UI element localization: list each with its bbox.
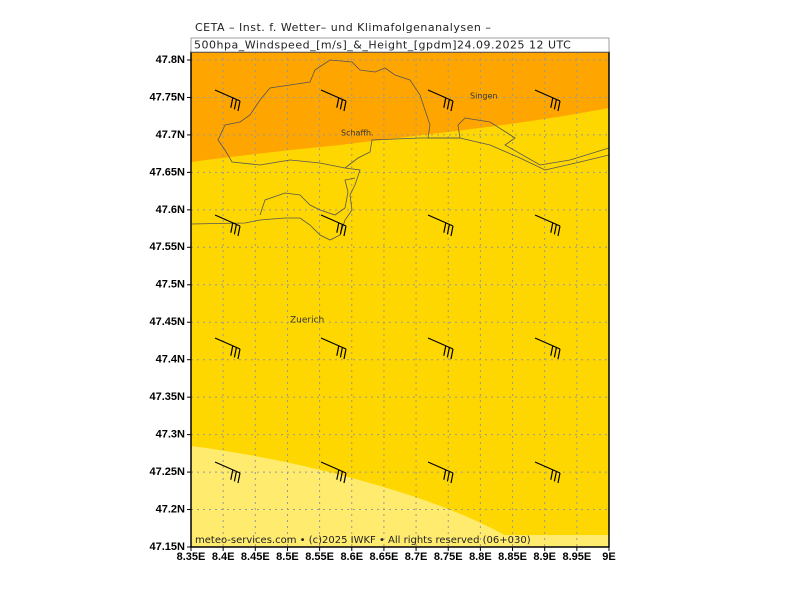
subtitle-box	[190, 37, 610, 53]
wind-barb	[534, 89, 561, 112]
y-tick-label: 47.7N	[156, 129, 185, 141]
x-tick-label: 8.9E	[533, 551, 556, 563]
x-tick-label: 8.75E	[434, 551, 463, 563]
wind-barb	[320, 337, 347, 360]
x-tick-label: 8.95E	[562, 551, 591, 563]
axes: 8.35E 8.4E 8.45E 8.5E 8.55E 8.6E 8.65E 8.7E 8.75…	[150, 54, 616, 563]
grid	[191, 52, 609, 547]
footer-band	[191, 535, 609, 547]
speed-band-low	[191, 446, 525, 547]
y-tick-label: 47.75N	[150, 91, 186, 103]
x-tick-label: 8.6E	[340, 551, 363, 563]
wind-barb	[427, 461, 454, 484]
y-tick-label: 47.6N	[156, 204, 185, 216]
x-tick-label: 8.7E	[405, 551, 428, 563]
wind-barbs	[214, 89, 561, 484]
x-tick-label: 8.35E	[177, 551, 206, 563]
x-tick-label: 8.85E	[498, 551, 527, 563]
x-tick-label: 9E	[602, 551, 615, 563]
wind-barb	[534, 461, 561, 484]
x-tick-label: 8.65E	[370, 551, 399, 563]
place-label: Schaffh.	[341, 129, 374, 138]
wind-barb	[214, 89, 241, 112]
x-tick-label: 8.8E	[469, 551, 492, 563]
y-tick-label: 47.4N	[156, 354, 185, 366]
y-tick-label: 47.45N	[150, 316, 186, 328]
wind-barb	[534, 214, 561, 237]
y-tick-label: 47.55N	[150, 241, 186, 253]
subtitle: 500hpa_Windspeed_[m/s]_&_Height_[gpdm]24…	[194, 39, 571, 52]
wind-barb	[427, 214, 454, 237]
wind-barb	[214, 461, 241, 484]
map-area	[191, 52, 609, 547]
y-tick-label: 47.15N	[150, 541, 186, 553]
wind-barb	[214, 337, 241, 360]
wind-barb	[427, 89, 454, 112]
title: CETA – Inst. f. Wetter– und Klimafolgena…	[195, 21, 491, 34]
x-tick-label: 8.4E	[212, 551, 235, 563]
x-tick-label: 8.55E	[305, 551, 334, 563]
y-tick-label: 47.3N	[156, 429, 185, 441]
wind-barb	[320, 214, 347, 237]
y-tick-label: 47.35N	[150, 391, 186, 403]
y-tick-label: 47.8N	[156, 54, 185, 66]
wind-barb	[214, 214, 241, 237]
y-tick-label: 47.25N	[150, 466, 186, 478]
y-tick-label: 47.65N	[150, 166, 186, 178]
wind-barb	[320, 461, 347, 484]
place-label: Singen	[470, 92, 497, 101]
lake-border	[259, 177, 356, 216]
place-label: Zuerich	[290, 316, 324, 326]
country-border	[314, 59, 609, 166]
speed-band-high	[191, 52, 609, 162]
river	[344, 137, 609, 171]
wind-barb	[534, 337, 561, 360]
x-tick-label: 8.45E	[241, 551, 270, 563]
footer: meteo-services.com • (c)2025 IWKF • All …	[195, 535, 531, 546]
y-tick-label: 47.2N	[156, 503, 185, 515]
x-tick-label: 8.5E	[276, 551, 299, 563]
wind-barb	[320, 89, 347, 112]
wind-barb	[427, 337, 454, 360]
y-tick-label: 47.5N	[156, 279, 185, 291]
